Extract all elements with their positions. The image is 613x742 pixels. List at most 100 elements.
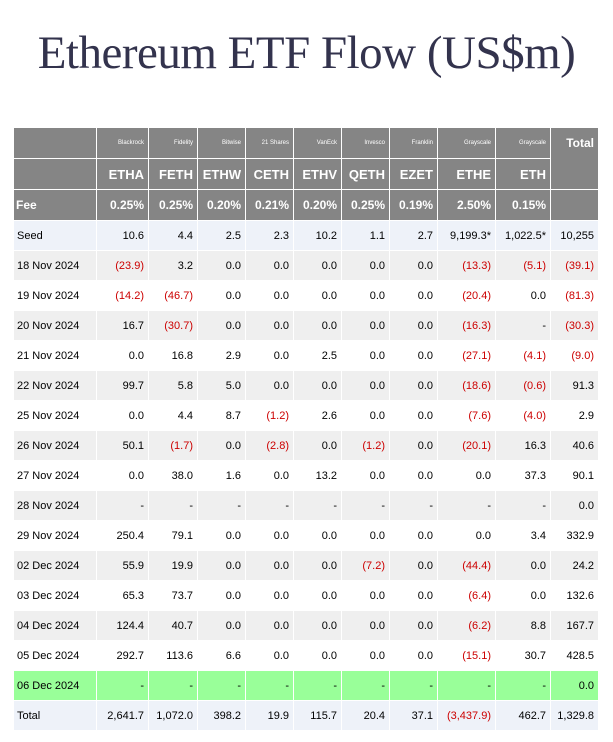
flow-cell: -	[437, 670, 496, 701]
flow-cell: -	[341, 670, 390, 701]
flow-cell: 0.0	[341, 250, 390, 281]
flow-cell: 0.0	[389, 340, 438, 371]
flow-cell: -	[245, 490, 294, 521]
flow-cell: 0.0	[96, 340, 149, 371]
flow-cell: 0.0	[197, 310, 246, 341]
flow-cell: -	[197, 490, 246, 521]
flow-cell: 250.4	[96, 520, 149, 551]
ticker-header: ETHV	[293, 158, 342, 190]
row-total-cell: 167.7	[550, 610, 599, 641]
issuer-header: VanEck	[293, 127, 342, 159]
flow-cell: -	[197, 670, 246, 701]
flow-cell: 16.8	[148, 340, 198, 371]
seed-row: Seed 10.6 4.4 2.5 2.3 10.2 1.1 2.7 9,199.3* 1,022…	[13, 220, 599, 251]
total-column-header: Total	[550, 127, 599, 190]
flow-cell: 0.0	[495, 550, 551, 581]
flow-cell: 73.7	[148, 580, 198, 611]
flow-cell: 292.7	[96, 640, 149, 671]
row-label: 04 Dec 2024	[13, 610, 97, 641]
flow-cell: 13.2	[293, 460, 342, 491]
flow-cell: 0.0	[245, 520, 294, 551]
fee-cell: 0.19%	[389, 189, 438, 221]
flow-cell: -	[148, 490, 198, 521]
flow-cell: 1.6	[197, 460, 246, 491]
flow-cell: -	[96, 670, 149, 701]
fee-row: Fee 0.25% 0.25% 0.20% 0.21% 0.20% 0.25% …	[13, 189, 599, 221]
issuer-header: Blackrock	[96, 127, 149, 159]
flow-cell: 0.0	[293, 520, 342, 551]
issuer-header: Franklin	[389, 127, 438, 159]
ticker-header: EZET	[389, 158, 438, 190]
flow-cell: (0.6)	[495, 370, 551, 401]
table-row: 22 Nov 2024 99.7 5.8 5.0 0.0 0.0 0.0 0.0 (18.6)(…	[13, 370, 599, 401]
row-label: Total	[13, 700, 97, 731]
page-title: Ethereum ETF Flow (US$m)	[37, 27, 576, 79]
flow-cell: 2.6	[293, 400, 342, 431]
flow-cell: 0.0	[245, 310, 294, 341]
flow-cell: -	[245, 670, 294, 701]
table-row: 28 Nov 2024- - - - - - - - -0.0	[13, 490, 599, 521]
flow-cell: 20.4	[341, 700, 390, 731]
flow-cell: 2.5	[197, 220, 246, 251]
ticker-header-row: ETHA FETH ETHW CETH ETHV QETH EZET ETHE …	[13, 158, 599, 190]
flow-cell: 0.0	[245, 460, 294, 491]
flow-cell: (6.4)	[437, 580, 496, 611]
fee-cell: 0.25%	[148, 189, 198, 221]
flow-cell: 0.0	[197, 580, 246, 611]
total-row: Total 2,641.7 1,072.0 398.2 19.9 115.7 20.4 37.…	[13, 700, 599, 731]
flow-cell: 0.0	[437, 460, 496, 491]
flow-cell: (18.6)	[437, 370, 496, 401]
flow-cell: 30.7	[495, 640, 551, 671]
ticker-header: FETH	[148, 158, 198, 190]
flow-cell: 2.5	[293, 340, 342, 371]
table-row: 26 Nov 2024 50.1 (1.7) 0.0 (2.8) 0.0 (1.2) 0.0(…	[13, 430, 599, 461]
table-row: 27 Nov 2024 0.0 38.0 1.6 0.0 13.2 0.0 0.0 0.0 37.…	[13, 460, 599, 491]
flow-cell: 0.0	[293, 550, 342, 581]
flow-cell: 0.0	[341, 370, 390, 401]
row-label: Seed	[13, 220, 97, 251]
row-label: 18 Nov 2024	[13, 250, 97, 281]
row-total-cell: 2.9	[550, 400, 599, 431]
row-label: 19 Nov 2024	[13, 280, 97, 311]
flow-cell: 0.0	[96, 400, 149, 431]
row-total-cell: (39.1)	[550, 250, 599, 281]
row-total-cell: 91.3	[550, 370, 599, 401]
flow-cell: 0.0	[293, 370, 342, 401]
issuer-header: Grayscale	[437, 127, 496, 159]
flow-cell: (1.2)	[245, 400, 294, 431]
ticker-header: QETH	[341, 158, 390, 190]
flow-cell: 19.9	[148, 550, 198, 581]
corner-cell	[13, 127, 97, 159]
flow-cell: 0.0	[389, 430, 438, 461]
flow-cell: 0.0	[293, 310, 342, 341]
flow-cell: 0.0	[293, 280, 342, 311]
table-row: 03 Dec 2024 65.3 73.7 0.0 0.0 0.0 0.0 0.0 (6.4) 0…	[13, 580, 599, 611]
table-row: 04 Dec 2024 124.4 40.7 0.0 0.0 0.0 0.0 0.0 (6.2)…	[13, 610, 599, 641]
flow-cell: 8.8	[495, 610, 551, 641]
flow-cell: (14.2)	[96, 280, 149, 311]
ticker-header: ETHW	[197, 158, 246, 190]
flow-cell: (4.0)	[495, 400, 551, 431]
flow-cell: 113.6	[148, 640, 198, 671]
flow-cell: 2.7	[389, 220, 438, 251]
flow-cell: (1.2)	[341, 430, 390, 461]
flow-cell: (30.7)	[148, 310, 198, 341]
flow-cell: -	[437, 490, 496, 521]
flow-cell: 0.0	[341, 340, 390, 371]
row-label: 29 Nov 2024	[13, 520, 97, 551]
flow-cell: (4.1)	[495, 340, 551, 371]
flow-cell: (1.7)	[148, 430, 198, 461]
row-label: 28 Nov 2024	[13, 490, 97, 521]
table-row: 06 Dec 2024- - - - - - - - -0.0	[13, 670, 599, 701]
flow-cell: 124.4	[96, 610, 149, 641]
flow-cell: 0.0	[341, 310, 390, 341]
flow-cell: (15.1)	[437, 640, 496, 671]
row-total-cell: (30.3)	[550, 310, 599, 341]
flow-cell: 2.3	[245, 220, 294, 251]
row-label: 25 Nov 2024	[13, 400, 97, 431]
fee-cell: 0.15%	[495, 189, 551, 221]
table-row: 05 Dec 2024 292.7 113.6 6.6 0.0 0.0 0.0 0.0 (15.…	[13, 640, 599, 671]
flow-cell: 0.0	[245, 580, 294, 611]
row-label: 27 Nov 2024	[13, 460, 97, 491]
issuer-header: Invesco	[341, 127, 390, 159]
